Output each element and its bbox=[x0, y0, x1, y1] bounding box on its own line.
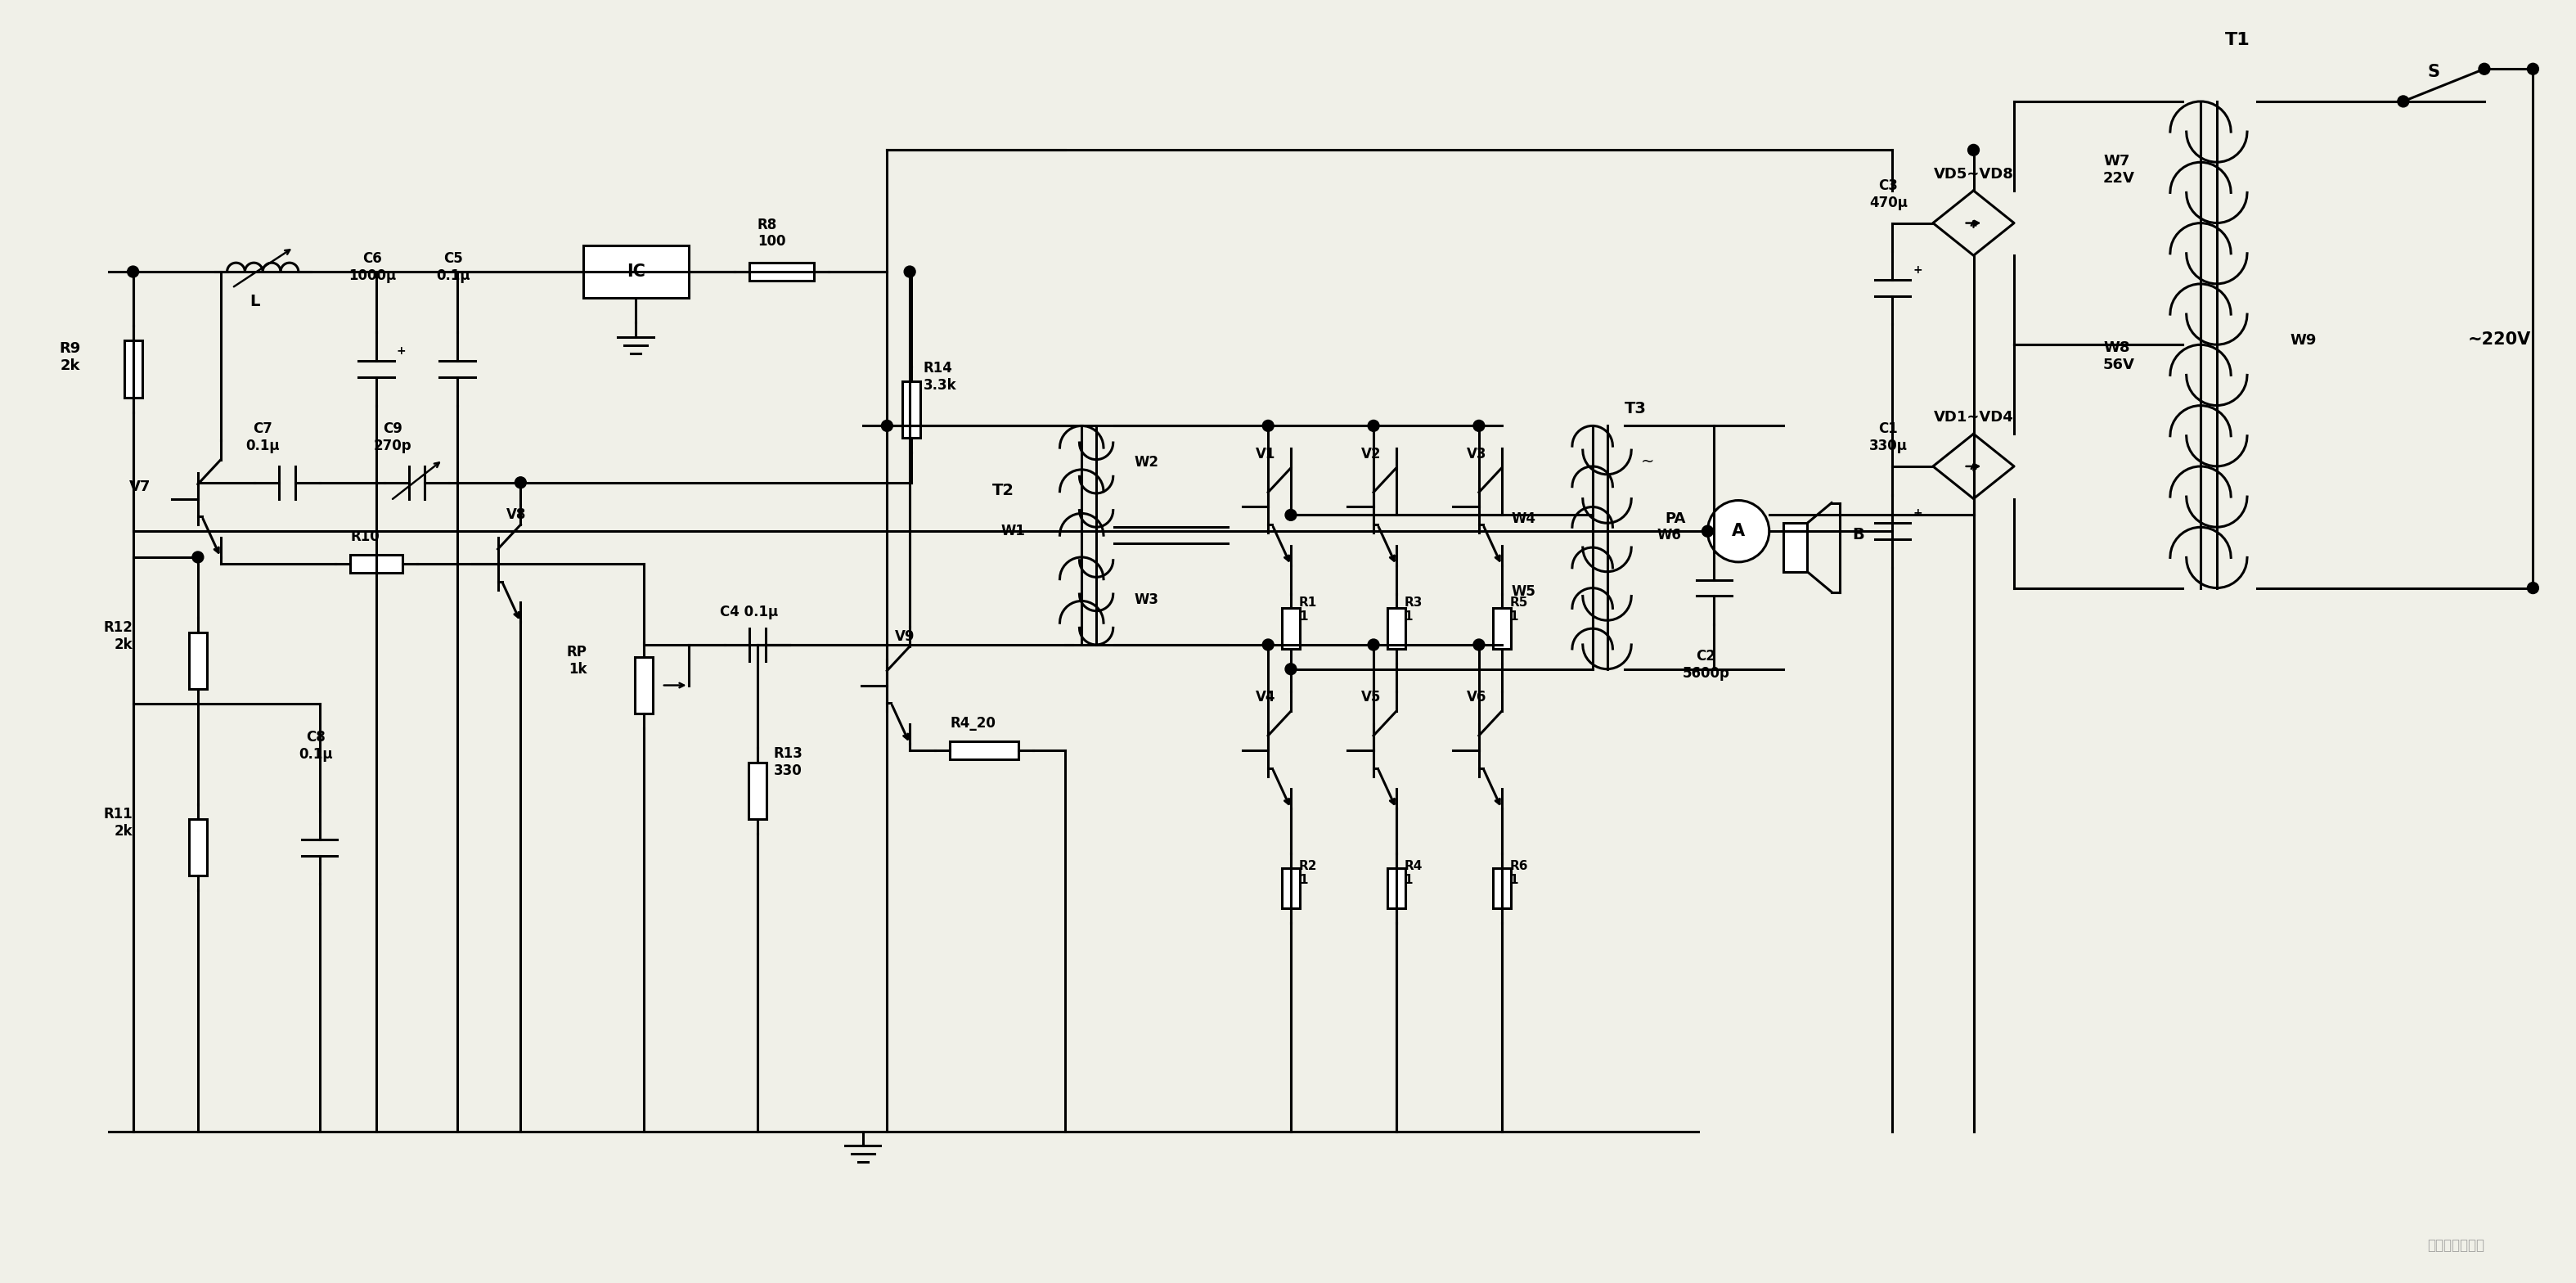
Text: R8
100: R8 100 bbox=[757, 217, 786, 249]
Text: IC: IC bbox=[626, 263, 644, 280]
Text: +: + bbox=[397, 345, 407, 357]
Bar bbox=[750, 762, 765, 819]
Text: T3: T3 bbox=[1625, 402, 1646, 417]
Text: W9: W9 bbox=[2290, 334, 2316, 348]
Text: R12
2k: R12 2k bbox=[103, 620, 134, 652]
Text: R10: R10 bbox=[350, 530, 379, 544]
Circle shape bbox=[126, 266, 139, 277]
Circle shape bbox=[1368, 420, 1378, 431]
Circle shape bbox=[1708, 500, 1770, 562]
Text: V8: V8 bbox=[505, 508, 526, 522]
Circle shape bbox=[1368, 639, 1378, 650]
Text: S: S bbox=[2427, 64, 2439, 81]
Text: VD5~VD8: VD5~VD8 bbox=[1935, 167, 2014, 182]
Bar bbox=[1283, 608, 1301, 649]
Circle shape bbox=[881, 420, 894, 431]
Bar bbox=[350, 554, 402, 572]
Text: R4_20: R4_20 bbox=[951, 716, 997, 731]
Circle shape bbox=[2478, 63, 2491, 74]
Bar bbox=[1492, 608, 1510, 649]
Bar bbox=[1492, 867, 1510, 908]
Circle shape bbox=[1262, 639, 1273, 650]
Text: W7
22V: W7 22V bbox=[2102, 154, 2136, 186]
Text: W3: W3 bbox=[1133, 593, 1159, 607]
Text: V2: V2 bbox=[1360, 446, 1381, 462]
Text: R3
1: R3 1 bbox=[1404, 597, 1422, 622]
Text: R1
1: R1 1 bbox=[1298, 597, 1316, 622]
Text: V4: V4 bbox=[1257, 690, 1275, 704]
Text: PA: PA bbox=[1664, 512, 1685, 526]
Text: 维库电子市场网: 维库电子市场网 bbox=[2427, 1238, 2483, 1253]
Text: R2
1: R2 1 bbox=[1298, 860, 1316, 887]
Text: RP
1k: RP 1k bbox=[567, 644, 587, 676]
Bar bbox=[902, 381, 920, 438]
Bar bbox=[124, 340, 142, 398]
Text: ~: ~ bbox=[1641, 454, 1654, 470]
Text: R9
2k: R9 2k bbox=[59, 341, 80, 373]
Text: V6: V6 bbox=[1466, 690, 1486, 704]
Text: +: + bbox=[1914, 508, 1922, 520]
Text: R11
2k: R11 2k bbox=[103, 807, 134, 839]
Bar bbox=[582, 245, 688, 298]
Circle shape bbox=[1262, 420, 1273, 431]
Text: R5
1: R5 1 bbox=[1510, 597, 1528, 622]
Text: W6: W6 bbox=[1656, 527, 1682, 543]
Text: B: B bbox=[1852, 527, 1865, 543]
Circle shape bbox=[1703, 526, 1713, 536]
Text: W8
56V: W8 56V bbox=[2102, 340, 2136, 372]
Bar bbox=[1388, 608, 1404, 649]
Text: W4: W4 bbox=[1512, 512, 1535, 526]
Bar bbox=[750, 263, 814, 281]
Text: V7: V7 bbox=[129, 479, 149, 494]
Text: C7
0.1μ: C7 0.1μ bbox=[245, 422, 281, 453]
Text: C2
5600p: C2 5600p bbox=[1682, 649, 1728, 680]
Circle shape bbox=[2398, 96, 2409, 106]
Text: V9: V9 bbox=[896, 629, 914, 644]
Text: R4
1: R4 1 bbox=[1404, 860, 1422, 887]
Text: C9
270p: C9 270p bbox=[374, 422, 412, 453]
Circle shape bbox=[904, 266, 914, 277]
Text: W2: W2 bbox=[1133, 455, 1159, 470]
Circle shape bbox=[515, 477, 526, 489]
Text: C6
1000μ: C6 1000μ bbox=[348, 251, 397, 284]
Bar bbox=[634, 657, 652, 713]
Bar bbox=[188, 633, 206, 689]
Text: +: + bbox=[1914, 264, 1922, 276]
Text: V3: V3 bbox=[1466, 446, 1486, 462]
Text: W5: W5 bbox=[1512, 585, 1535, 599]
Text: T2: T2 bbox=[992, 482, 1015, 498]
Text: R14
3.3k: R14 3.3k bbox=[925, 361, 956, 393]
Text: A: A bbox=[1731, 523, 1744, 539]
Circle shape bbox=[1473, 639, 1484, 650]
Circle shape bbox=[1285, 509, 1296, 521]
Circle shape bbox=[1968, 145, 1978, 155]
Bar bbox=[188, 819, 206, 876]
Text: ~220V: ~220V bbox=[2468, 331, 2532, 348]
Text: R6
1: R6 1 bbox=[1510, 860, 1528, 887]
Text: VD1~VD4: VD1~VD4 bbox=[1935, 411, 2014, 425]
Circle shape bbox=[1285, 663, 1296, 675]
Text: L: L bbox=[250, 294, 260, 309]
Text: C1
330μ: C1 330μ bbox=[1870, 422, 1909, 453]
Text: T1: T1 bbox=[2226, 32, 2249, 47]
Text: C3
470μ: C3 470μ bbox=[1870, 178, 1909, 210]
Text: V1: V1 bbox=[1257, 446, 1275, 462]
Text: C5
0.1μ: C5 0.1μ bbox=[435, 251, 471, 284]
Bar bbox=[1283, 867, 1301, 908]
Circle shape bbox=[1473, 420, 1484, 431]
Bar bbox=[951, 742, 1020, 760]
Circle shape bbox=[193, 552, 204, 563]
Text: V5: V5 bbox=[1360, 690, 1381, 704]
Bar bbox=[1783, 523, 1808, 572]
Bar bbox=[1388, 867, 1404, 908]
Text: R13
330: R13 330 bbox=[773, 745, 804, 777]
Text: C4 0.1μ: C4 0.1μ bbox=[721, 604, 778, 620]
Circle shape bbox=[2527, 63, 2537, 74]
Text: W1: W1 bbox=[999, 523, 1025, 539]
Circle shape bbox=[2527, 582, 2537, 594]
Text: C8
0.1μ: C8 0.1μ bbox=[299, 730, 332, 762]
